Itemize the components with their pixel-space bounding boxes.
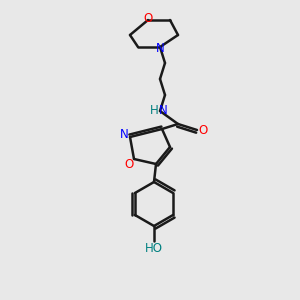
Text: N: N: [159, 104, 167, 118]
Text: O: O: [198, 124, 208, 136]
Text: N: N: [120, 128, 128, 142]
Text: O: O: [124, 158, 134, 170]
Text: HO: HO: [145, 242, 163, 254]
Text: N: N: [156, 41, 164, 55]
Text: H: H: [150, 104, 158, 118]
Text: O: O: [143, 13, 153, 26]
